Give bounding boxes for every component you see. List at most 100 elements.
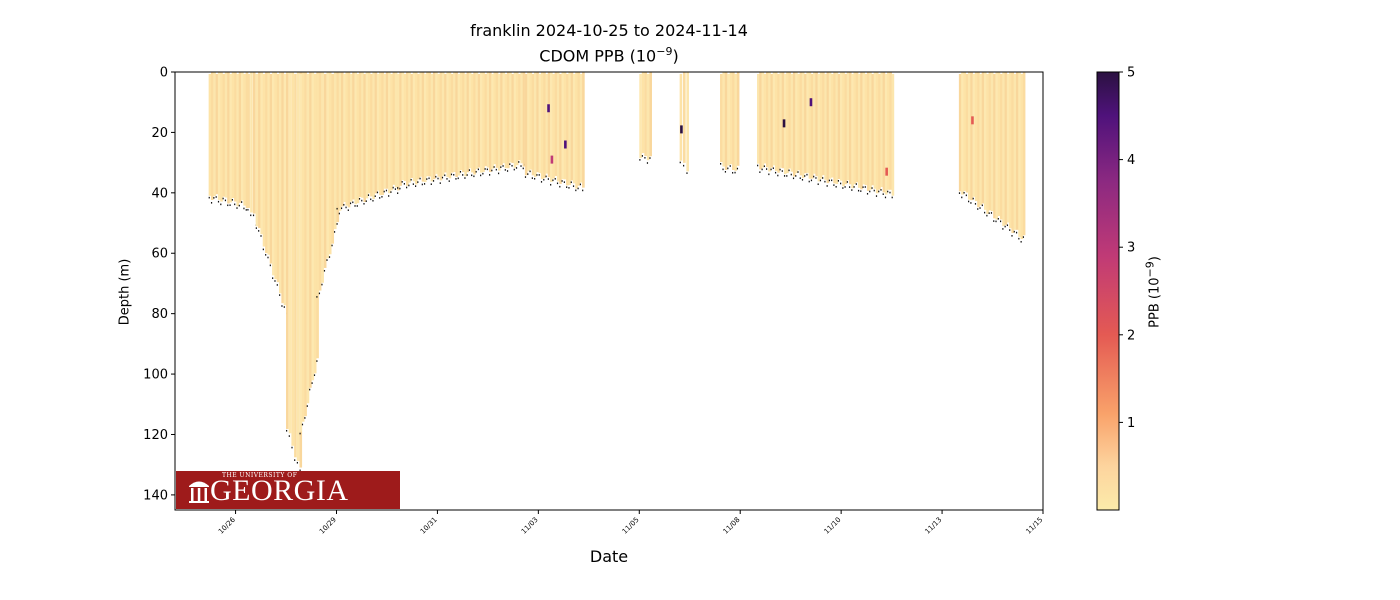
profile-cast <box>875 72 879 194</box>
profile-cast <box>864 74 868 186</box>
bottom-point <box>795 175 797 177</box>
bottom-point <box>572 185 575 187</box>
profile-cast <box>388 72 391 194</box>
profile-cast <box>534 72 537 177</box>
bottom-point <box>430 183 432 185</box>
bottom-point <box>846 181 848 183</box>
profile-cast <box>851 74 854 189</box>
profile-cast <box>500 72 503 166</box>
profile-cast <box>857 74 861 188</box>
bottom-point <box>889 191 891 194</box>
profile-cast <box>313 74 317 374</box>
bottom-point <box>761 168 763 171</box>
profile-cast <box>817 74 821 182</box>
profile-cast <box>837 74 841 180</box>
university-logo: THE UNIVERSITY OF GEORGIA <box>176 471 400 509</box>
bottom-point <box>321 283 323 286</box>
profile-cast <box>772 72 776 166</box>
bottom-point <box>316 360 318 362</box>
bottom-point <box>524 176 527 178</box>
profile-cast <box>421 72 425 182</box>
profile-cast <box>866 72 870 191</box>
bottom-point <box>274 280 276 282</box>
bottom-point <box>234 203 236 206</box>
profile-cast <box>466 72 470 173</box>
profile-cast <box>759 72 762 170</box>
profile-cast <box>871 74 875 186</box>
profile-cast <box>513 72 517 168</box>
profile-cast <box>536 72 539 173</box>
bottom-point <box>356 205 358 207</box>
bottom-point <box>255 227 257 229</box>
y-tick-label: 40 <box>151 186 168 201</box>
bottom-point <box>518 161 520 163</box>
profile-cast <box>543 72 546 178</box>
profile-cast <box>970 72 973 201</box>
profile-cast <box>486 72 490 168</box>
bottom-point <box>306 405 308 407</box>
bottom-point <box>851 189 853 191</box>
profile-cast <box>797 74 800 171</box>
profile-cast <box>229 74 233 203</box>
bottom-point <box>466 174 468 176</box>
bottom-point <box>370 198 372 201</box>
profile-cast <box>792 72 796 177</box>
profile-cast <box>403 74 407 182</box>
profile-cast <box>646 74 650 161</box>
y-tick-label: 140 <box>143 488 168 503</box>
bottom-point <box>808 180 810 183</box>
profile-cast <box>878 74 881 190</box>
x-axis: 10/26 10/29 10/31 11/03 11/05 11/08 11/10 11/13… <box>217 510 1044 536</box>
profile-cast <box>984 72 987 210</box>
profile-cast <box>860 72 863 190</box>
bottom-point <box>970 202 972 204</box>
bottom-point <box>326 259 328 261</box>
profile-cast <box>556 72 560 182</box>
bottom-point <box>799 177 801 179</box>
bottom-point <box>224 199 227 202</box>
profile-cast <box>376 74 380 191</box>
bottom-point <box>502 165 504 167</box>
bottom-point <box>552 179 554 182</box>
bottom-point <box>559 185 561 188</box>
bottom-point <box>296 461 298 464</box>
bottom-point <box>336 223 338 225</box>
bottom-point <box>267 256 269 259</box>
profile-cast <box>304 72 307 417</box>
profile-cast <box>566 74 569 186</box>
bottom-point <box>338 212 340 215</box>
profile-cast <box>1009 72 1012 229</box>
profile-cast <box>815 72 818 177</box>
bottom-point <box>561 180 563 182</box>
bottom-point <box>724 171 727 173</box>
profile-cast <box>575 72 578 189</box>
bottom-point <box>372 199 374 202</box>
x-tick-label: 11/10 <box>823 516 843 536</box>
profile-cast <box>374 72 378 194</box>
y-tick-label: 0 <box>160 66 168 81</box>
profile-cast <box>502 72 506 164</box>
bottom-point <box>844 186 846 188</box>
profile-cast <box>394 72 398 188</box>
bottom-point <box>419 177 421 180</box>
bottom-point <box>506 170 509 172</box>
bottom-point <box>646 162 649 164</box>
bottom-point <box>979 207 981 209</box>
bottom-point <box>446 178 448 180</box>
profile-cast <box>968 72 971 200</box>
profile-cast <box>795 72 798 174</box>
bottom-point <box>766 168 768 170</box>
bottom-point <box>311 382 313 384</box>
bottom-point <box>995 220 997 223</box>
bottom-point <box>347 209 349 211</box>
profile-cast <box>426 72 429 177</box>
bottom-point <box>279 294 281 296</box>
bottom-point <box>686 172 688 174</box>
bottom-point <box>304 417 306 419</box>
profile-cast <box>734 74 738 171</box>
profile-cast <box>255 74 259 227</box>
profile-cast <box>1004 72 1008 225</box>
profile-cast <box>848 72 852 185</box>
bottom-point <box>272 277 274 279</box>
profile-cast <box>328 72 332 255</box>
